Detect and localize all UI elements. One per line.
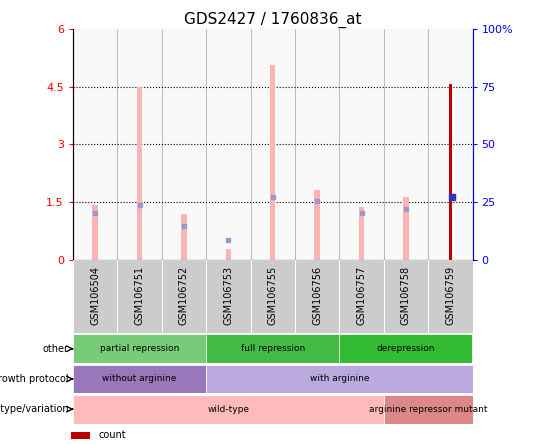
Bar	[161, 29, 206, 260]
Text: partial repression: partial repression	[100, 344, 179, 353]
Text: GSM106755: GSM106755	[268, 266, 278, 325]
Bar	[339, 260, 384, 333]
Bar	[295, 29, 339, 260]
Bar	[226, 249, 231, 260]
Bar	[73, 260, 117, 333]
Bar	[428, 29, 472, 260]
Bar	[359, 206, 364, 260]
Bar	[206, 365, 472, 393]
Text: other: other	[43, 344, 69, 354]
Text: full repression: full repression	[241, 344, 305, 353]
Bar	[181, 214, 186, 260]
Text: count: count	[99, 430, 126, 440]
Text: GSM106757: GSM106757	[356, 266, 367, 325]
Text: GSM106504: GSM106504	[90, 266, 100, 325]
Bar	[428, 260, 472, 333]
Bar	[384, 395, 472, 424]
Bar	[449, 83, 452, 260]
Bar	[117, 29, 161, 260]
Bar	[73, 395, 384, 424]
Text: growth protocol: growth protocol	[0, 374, 69, 384]
Bar	[73, 29, 117, 260]
Text: GSM106758: GSM106758	[401, 266, 411, 325]
Text: GSM106752: GSM106752	[179, 266, 189, 325]
Text: with arginine: with arginine	[309, 374, 369, 384]
Text: GSM106759: GSM106759	[446, 266, 455, 325]
Bar	[73, 334, 206, 363]
Text: wild-type: wild-type	[207, 404, 249, 414]
Bar	[270, 65, 275, 260]
Text: without arginine: without arginine	[102, 374, 177, 384]
Text: GSM106753: GSM106753	[224, 266, 233, 325]
Bar	[251, 260, 295, 333]
Bar	[339, 334, 472, 363]
Bar	[71, 432, 90, 439]
Bar	[137, 87, 142, 260]
Bar	[251, 29, 295, 260]
Bar	[73, 365, 206, 393]
Bar	[339, 29, 384, 260]
Bar	[206, 334, 339, 363]
Bar	[206, 29, 251, 260]
Text: derepression: derepression	[377, 344, 435, 353]
Text: arginine repressor mutant: arginine repressor mutant	[369, 404, 488, 414]
Bar	[295, 260, 339, 333]
Text: GSM106751: GSM106751	[134, 266, 145, 325]
Bar	[384, 260, 428, 333]
Bar	[384, 29, 428, 260]
Bar	[161, 260, 206, 333]
Text: genotype/variation: genotype/variation	[0, 404, 69, 414]
Bar	[117, 260, 161, 333]
Bar	[403, 198, 409, 260]
Text: GSM106756: GSM106756	[312, 266, 322, 325]
Title: GDS2427 / 1760836_at: GDS2427 / 1760836_at	[184, 11, 361, 28]
Bar	[314, 190, 320, 260]
Bar	[92, 205, 98, 260]
Bar	[206, 260, 251, 333]
